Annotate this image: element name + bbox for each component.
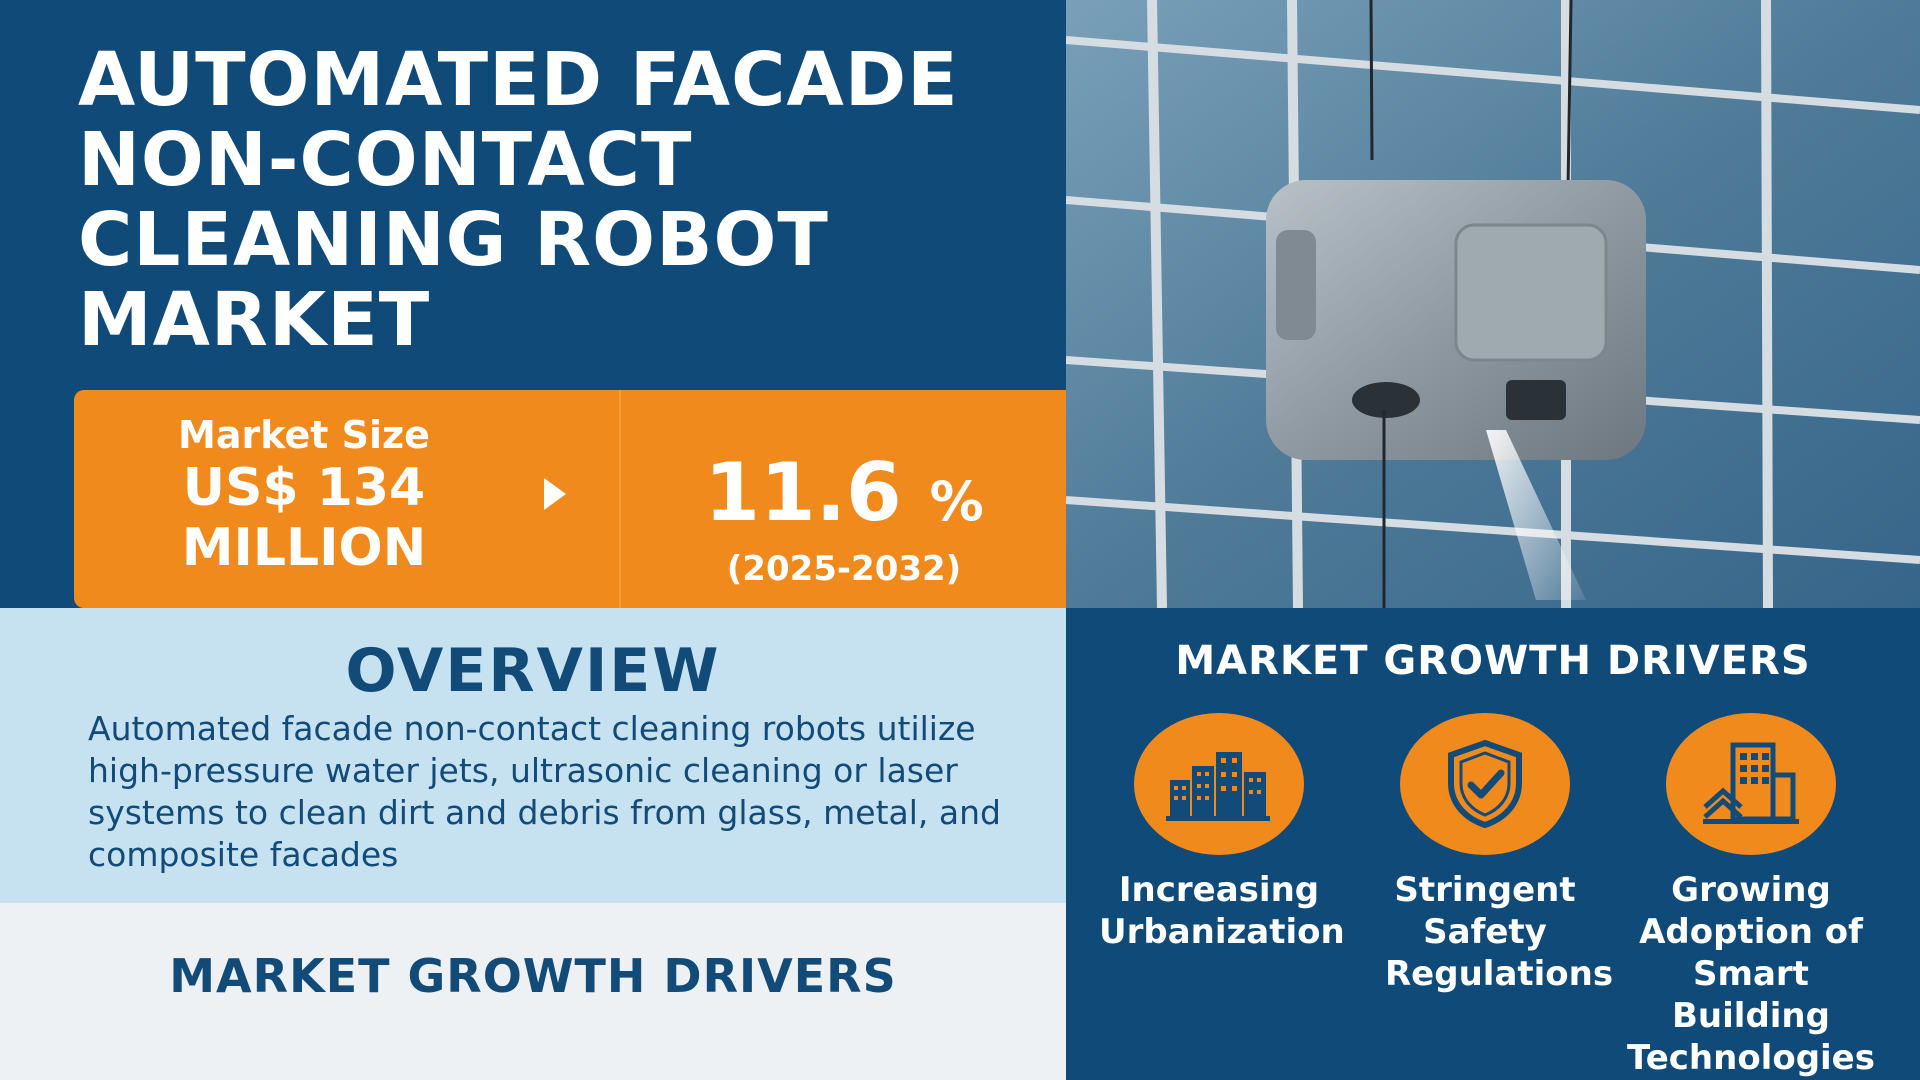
driver-safety-regulations: Stringent Safety Regulations — [1350, 713, 1620, 995]
facade-robot-illustration — [1066, 0, 1920, 608]
driver-label: Increasing Urbanization — [1099, 870, 1345, 952]
page-title: AUTOMATED FACADE NON-CONTACT CLEANING RO… — [78, 37, 959, 363]
forecast-period: (2025-2032) — [726, 549, 962, 589]
cagr-value: 11.6 — [704, 446, 902, 539]
shield-check-icon — [1448, 739, 1522, 829]
arrow-right-icon — [544, 478, 566, 510]
drivers-right-title: MARKET GROWTH DRIVERS — [1175, 638, 1811, 684]
driver-icon-circle — [1666, 713, 1836, 855]
drivers-right-section: MARKET GROWTH DRIVERS — [1066, 608, 1920, 1080]
stats-bar: Market Size US$ 134 MILLION 11.6 % (2025… — [74, 390, 1066, 608]
driver-icon-circle — [1134, 713, 1304, 855]
driver-urbanization: Increasing Urbanization — [1084, 713, 1354, 953]
robot-photo — [1066, 0, 1920, 608]
stats-divider — [619, 390, 621, 608]
driver-label: Stringent Safety Regulations — [1385, 870, 1614, 994]
market-size-label: Market Size — [178, 413, 430, 457]
cagr-block: 11.6 % (2025-2032) — [634, 450, 1054, 590]
overview-text: Automated facade non-contact cleaning ro… — [88, 709, 1001, 874]
drivers-left-title: MARKET GROWTH DRIVERS — [169, 949, 897, 1003]
market-size-block: Market Size US$ 134 MILLION — [74, 412, 534, 578]
drivers-left-section: MARKET GROWTH DRIVERS — [0, 903, 1066, 1080]
smart-building-icon — [1703, 742, 1799, 824]
city-buildings-icon — [1166, 752, 1270, 821]
driver-label: Growing Adoption of Smart Building Techn… — [1627, 870, 1875, 1078]
overview-section: OVERVIEW Automated facade non-contact cl… — [0, 608, 1066, 903]
cagr-unit: % — [929, 470, 984, 533]
overview-title: OVERVIEW — [345, 636, 721, 706]
market-size-value: US$ 134 MILLION — [181, 458, 427, 578]
cagr-figure: 11.6 % — [634, 450, 1054, 545]
driver-smart-building: Growing Adoption of Smart Building Techn… — [1616, 713, 1886, 1079]
title-panel: AUTOMATED FACADE NON-CONTACT CLEANING RO… — [0, 0, 1066, 608]
driver-icon-circle — [1400, 713, 1570, 855]
